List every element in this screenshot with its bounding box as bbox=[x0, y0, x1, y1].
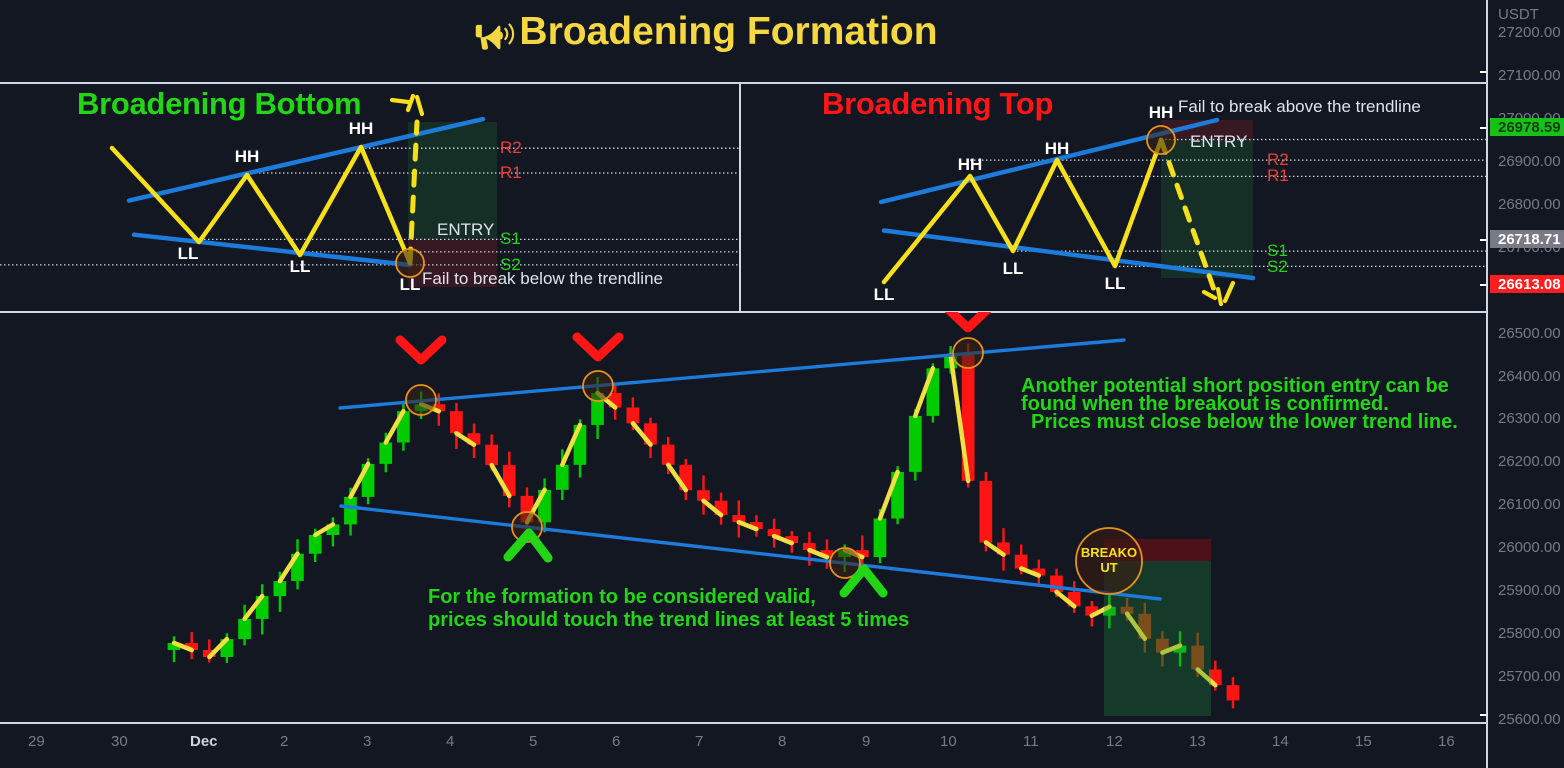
svg-text:Prices must close below the lo: Prices must close below the lower trend … bbox=[1031, 411, 1458, 433]
svg-text:HH: HH bbox=[349, 119, 374, 138]
svg-text:LL: LL bbox=[178, 244, 199, 263]
svg-text:BREAKO: BREAKO bbox=[1081, 545, 1137, 560]
svg-text:R1: R1 bbox=[1267, 166, 1289, 185]
svg-text:HH: HH bbox=[235, 147, 260, 166]
svg-text:ENTRY: ENTRY bbox=[1190, 132, 1247, 151]
svg-text:prices should touch the trend: prices should touch the trend lines at l… bbox=[428, 609, 909, 631]
svg-text:For the formation to be consid: For the formation to be considered valid… bbox=[428, 586, 816, 608]
svg-text:Fail to break below the trendl: Fail to break below the trendline bbox=[422, 269, 663, 288]
svg-text:UT: UT bbox=[1100, 560, 1117, 575]
svg-text:R2: R2 bbox=[500, 138, 522, 157]
svg-text:LL: LL bbox=[1003, 259, 1024, 278]
svg-text:HH: HH bbox=[958, 155, 983, 174]
svg-text:S2: S2 bbox=[1267, 257, 1288, 276]
svg-text:LL: LL bbox=[290, 257, 311, 276]
svg-text:LL: LL bbox=[874, 285, 895, 304]
svg-text:R1: R1 bbox=[500, 163, 522, 182]
svg-text:LL: LL bbox=[400, 275, 421, 294]
svg-text:HH: HH bbox=[1045, 139, 1070, 158]
svg-text:S1: S1 bbox=[500, 229, 521, 248]
svg-text:HH: HH bbox=[1149, 103, 1174, 122]
svg-text:ENTRY: ENTRY bbox=[437, 220, 494, 239]
svg-text:Fail to break above the trendl: Fail to break above the trendline bbox=[1178, 97, 1421, 116]
svg-text:LL: LL bbox=[1105, 274, 1126, 293]
